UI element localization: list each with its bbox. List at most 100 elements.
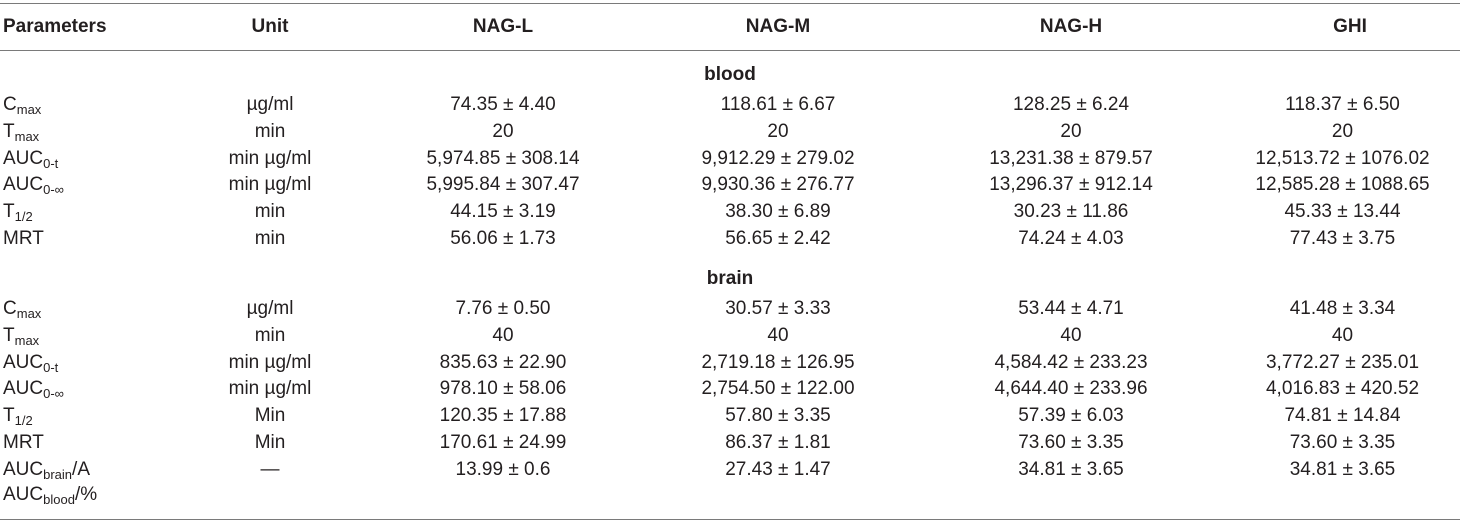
- param-cell: AUCbrain/A: [3, 456, 90, 483]
- param-cell: AUC0-t: [3, 349, 58, 376]
- param-cell: Tmax: [3, 322, 39, 349]
- value-cell: 7.76 ± 0.50: [455, 298, 551, 319]
- value-cell: 27.43 ± 1.47: [725, 458, 831, 480]
- table-row: Tmax min 40 40 40 40: [0, 322, 1460, 349]
- param-cell: AUC0-∞: [3, 375, 64, 402]
- header-nag-h: NAG-H: [1039, 16, 1103, 37]
- unit-cell: min µg/ml: [228, 174, 312, 196]
- param-cell: MRT: [3, 225, 44, 252]
- value-cell: 2,754.50 ± 122.00: [701, 378, 855, 400]
- unit-cell: min: [254, 228, 286, 249]
- value-cell: 30.57 ± 3.33: [725, 298, 831, 319]
- unit-cell: min: [254, 324, 286, 346]
- value-cell: 53.44 ± 4.71: [1018, 298, 1124, 319]
- table-row: MRT Min 170.61 ± 24.99 86.37 ± 1.81 73.60 ± …: [0, 429, 1460, 456]
- param-name: AUC: [3, 378, 44, 400]
- unit-cell: min µg/ml: [228, 378, 312, 400]
- value-cell: 835.63 ± 22.90: [439, 351, 567, 373]
- param-name: C: [3, 298, 17, 319]
- ratio-parameter-second-line: AUCblood/%: [3, 481, 97, 508]
- param-subscript: 0-∞: [43, 182, 64, 198]
- value-cell: 57.80 ± 3.35: [725, 405, 831, 427]
- value-cell: 118.37 ± 6.50: [1285, 94, 1400, 115]
- value-cell: 34.81 ± 3.65: [1018, 458, 1124, 480]
- table-row: AUC0-t min µg/ml 835.63 ± 22.90 2,719.18 ± …: [0, 349, 1460, 376]
- value-cell: 9,930.36 ± 276.77: [701, 174, 855, 196]
- value-cell: 12,513.72 ± 1076.02: [1255, 147, 1430, 169]
- value-cell: 20: [492, 120, 514, 142]
- param-name: T: [3, 201, 15, 223]
- table-row: AUC0-∞ min µg/ml 5,995.84 ± 307.47 9,930.36…: [0, 171, 1460, 198]
- value-cell: 12,585.28 ± 1088.65: [1255, 174, 1430, 196]
- table-row: AUC0-t min µg/ml 5,974.85 ± 308.14 9,912.29…: [0, 145, 1460, 172]
- param-cell: AUC0-t: [3, 145, 58, 172]
- table-row: AUC0-∞ min µg/ml 978.10 ± 58.06 2,754.50 ± …: [0, 375, 1460, 402]
- unit-cell: µg/ml: [246, 94, 294, 115]
- unit-cell: min µg/ml: [228, 351, 312, 373]
- value-cell: 40: [1060, 324, 1082, 346]
- param-subscript: max: [14, 128, 40, 144]
- value-cell: 40: [492, 324, 514, 346]
- param-name: T: [3, 120, 15, 142]
- ratio-sub: blood: [43, 492, 75, 507]
- param-name: MRT: [3, 432, 44, 453]
- param-subscript: 1/2: [14, 413, 33, 429]
- table-top-rule: [0, 3, 1460, 4]
- value-cell: 74.35 ± 4.40: [450, 94, 556, 115]
- param-subscript: max: [16, 102, 42, 117]
- ratio-suffix: /%: [74, 484, 98, 505]
- value-cell: 120.35 ± 17.88: [439, 405, 567, 427]
- table-row: Tmax min 20 20 20 20: [0, 118, 1460, 145]
- value-cell: 20: [767, 120, 789, 142]
- value-cell: 5,974.85 ± 308.14: [426, 147, 580, 169]
- section-title-1: brain: [706, 268, 754, 289]
- value-cell: 13,296.37 ± 912.14: [989, 174, 1153, 196]
- table-row: T1/2 Min 120.35 ± 17.88 57.80 ± 3.35 57.39 ±…: [0, 402, 1460, 429]
- table-row: T1/2 min 44.15 ± 3.19 38.30 ± 6.89 30.23 ± 1…: [0, 198, 1460, 225]
- header-nag-m: NAG-M: [745, 16, 811, 37]
- value-cell: 20: [1060, 120, 1082, 142]
- param-subscript: max: [16, 306, 42, 321]
- value-cell: 4,584.42 ± 233.23: [994, 351, 1148, 373]
- unit-cell: µg/ml: [246, 298, 294, 319]
- value-cell: 5,995.84 ± 307.47: [426, 174, 580, 196]
- value-cell: 170.61 ± 24.99: [439, 432, 567, 453]
- param-suffix: /A: [72, 458, 90, 480]
- value-cell: 41.48 ± 3.34: [1289, 298, 1396, 319]
- table-row: AUCbrain/A — 13.99 ± 0.6 27.43 ± 1.47 34.81 …: [0, 456, 1460, 483]
- value-cell: 978.10 ± 58.06: [439, 378, 567, 400]
- param-cell: MRT: [3, 429, 44, 456]
- value-cell: 44.15 ± 3.19: [450, 201, 556, 223]
- value-cell: 73.60 ± 3.35: [1289, 432, 1396, 453]
- param-name: AUC: [3, 351, 44, 373]
- value-cell: 38.30 ± 6.89: [725, 201, 831, 223]
- table-row: MRT min 56.06 ± 1.73 56.65 ± 2.42 74.24 ± 4.…: [0, 225, 1460, 252]
- value-cell: 4,016.83 ± 420.52: [1265, 378, 1420, 400]
- value-cell: 9,912.29 ± 279.02: [701, 147, 855, 169]
- param-cell: AUC0-∞: [3, 171, 64, 198]
- value-cell: 57.39 ± 6.03: [1018, 405, 1124, 427]
- value-cell: 73.60 ± 3.35: [1018, 432, 1124, 453]
- param-cell: Cmax: [3, 295, 41, 322]
- param-name: C: [3, 94, 17, 115]
- table-bottom-rule: [0, 519, 1460, 520]
- value-cell: 40: [1331, 324, 1354, 346]
- param-name: T: [3, 405, 15, 427]
- param-subscript: 1/2: [14, 209, 33, 225]
- param-name: T: [3, 324, 15, 346]
- header-unit: Unit: [251, 16, 289, 37]
- param-subscript: brain: [43, 466, 73, 482]
- unit-cell: min: [254, 201, 286, 223]
- value-cell: 34.81 ± 3.65: [1289, 458, 1396, 480]
- ratio-param: AUC: [3, 484, 44, 505]
- value-cell: 3,772.27 ± 235.01: [1265, 351, 1420, 373]
- param-cell: T1/2: [3, 402, 33, 429]
- value-cell: 4,644.40 ± 233.96: [994, 378, 1148, 400]
- param-name: AUC: [3, 458, 44, 480]
- value-cell: 56.65 ± 2.42: [725, 228, 831, 249]
- header-rule: [0, 50, 1460, 51]
- param-subscript: max: [14, 332, 40, 348]
- param-subscript: 0-∞: [43, 386, 64, 402]
- value-cell: 56.06 ± 1.73: [450, 228, 556, 249]
- param-cell: Cmax: [3, 91, 41, 118]
